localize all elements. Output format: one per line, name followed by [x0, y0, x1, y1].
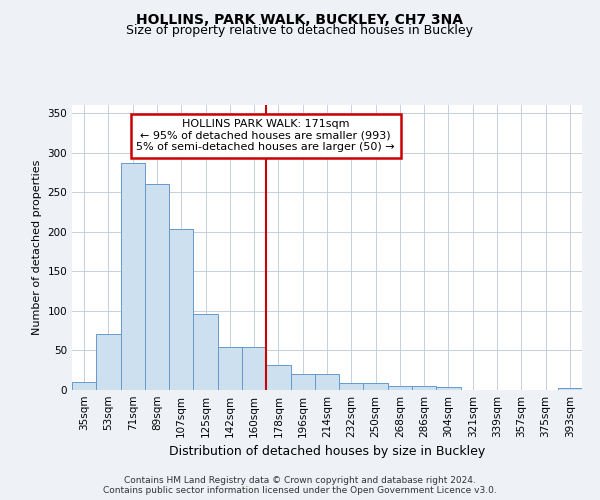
Bar	[218, 347, 242, 390]
Bar	[266, 366, 290, 390]
Bar	[388, 386, 412, 390]
Y-axis label: Number of detached properties: Number of detached properties	[32, 160, 42, 335]
Text: Size of property relative to detached houses in Buckley: Size of property relative to detached ho…	[127, 24, 473, 37]
Bar	[339, 383, 364, 390]
Bar	[96, 334, 121, 390]
Bar	[145, 184, 169, 390]
Bar	[558, 388, 582, 390]
Text: HOLLINS, PARK WALK, BUCKLEY, CH7 3NA: HOLLINS, PARK WALK, BUCKLEY, CH7 3NA	[137, 12, 464, 26]
Bar	[242, 347, 266, 390]
Bar	[364, 383, 388, 390]
Bar	[315, 374, 339, 390]
Text: HOLLINS PARK WALK: 171sqm
← 95% of detached houses are smaller (993)
5% of semi-: HOLLINS PARK WALK: 171sqm ← 95% of detac…	[136, 120, 395, 152]
X-axis label: Distribution of detached houses by size in Buckley: Distribution of detached houses by size …	[169, 446, 485, 458]
Bar	[169, 228, 193, 390]
Bar	[290, 374, 315, 390]
Bar	[436, 387, 461, 390]
Text: Contains HM Land Registry data © Crown copyright and database right 2024.
Contai: Contains HM Land Registry data © Crown c…	[103, 476, 497, 495]
Bar	[193, 314, 218, 390]
Bar	[72, 382, 96, 390]
Bar	[412, 386, 436, 390]
Bar	[121, 163, 145, 390]
